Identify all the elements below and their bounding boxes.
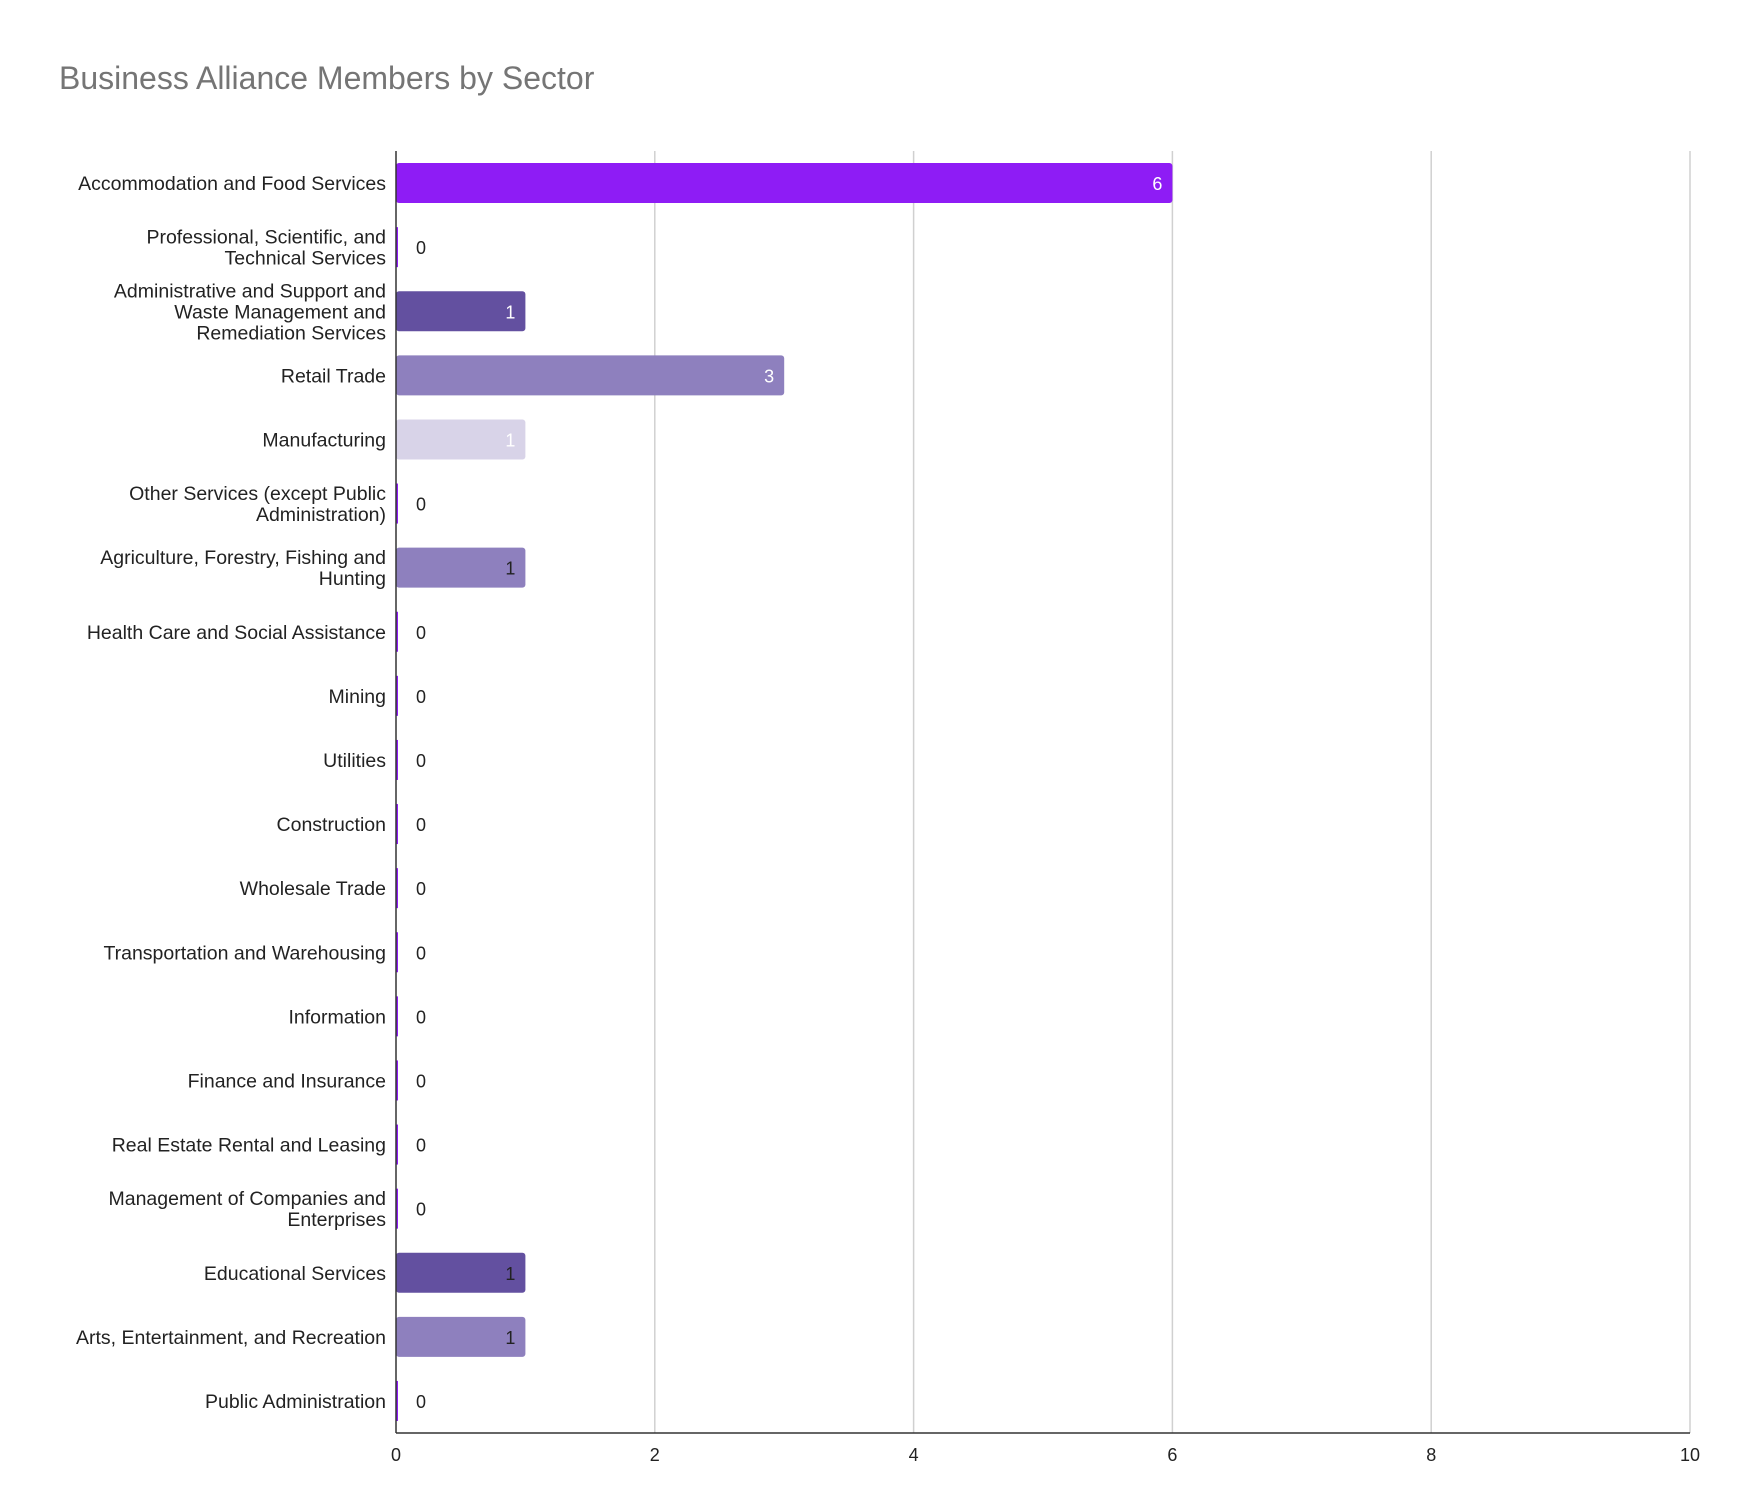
data-label: 6 (1152, 174, 1162, 194)
chart-title: Business Alliance Members by Sector (59, 60, 595, 96)
category-label: Public Administration (205, 1391, 386, 1413)
category-label: Utilities (323, 750, 386, 772)
category-label: Management of Companies and (108, 1188, 386, 1210)
category-label: Enterprises (287, 1209, 386, 1231)
data-label: 0 (416, 1392, 426, 1412)
category-label: Health Care and Social Assistance (87, 622, 386, 644)
data-label: 3 (764, 366, 774, 386)
category-label: Mining (329, 686, 386, 708)
category-label: Retail Trade (281, 365, 386, 387)
data-label: 0 (416, 879, 426, 899)
bar (396, 163, 1173, 204)
category-label: Wholesale Trade (240, 878, 386, 900)
data-label: 0 (416, 1071, 426, 1091)
bar (396, 1124, 398, 1165)
data-label: 1 (505, 302, 515, 322)
x-tick-label: 8 (1426, 1445, 1436, 1465)
bar (396, 611, 398, 652)
category-label: Real Estate Rental and Leasing (112, 1135, 386, 1157)
bar (396, 739, 398, 780)
category-label: Manufacturing (262, 429, 386, 451)
x-tick-label: 10 (1680, 1445, 1700, 1465)
data-label: 0 (416, 687, 426, 707)
bar (396, 1060, 398, 1101)
bar (396, 419, 526, 460)
category-label: Technical Services (225, 248, 387, 270)
bar (396, 483, 398, 524)
category-label: Finance and Insurance (188, 1070, 386, 1092)
category-label: Agriculture, Forestry, Fishing and (100, 547, 386, 569)
data-label: 0 (416, 495, 426, 515)
bar (396, 1316, 526, 1357)
data-label: 0 (416, 1136, 426, 1156)
category-label: Accommodation and Food Services (78, 173, 386, 195)
bar (396, 1380, 398, 1421)
data-label: 1 (505, 1328, 515, 1348)
data-label: 0 (416, 623, 426, 643)
x-tick-label: 0 (391, 1445, 401, 1465)
category-label: Administration) (256, 504, 386, 526)
category-label: Transportation and Warehousing (103, 942, 386, 964)
x-tick-label: 4 (909, 1445, 919, 1465)
x-tick-label: 2 (650, 1445, 660, 1465)
bar (396, 1188, 398, 1229)
category-label: Other Services (except Public (129, 483, 386, 505)
data-label: 0 (416, 1200, 426, 1220)
category-label: Remediation Services (196, 322, 386, 344)
data-label: 0 (416, 815, 426, 835)
category-label: Information (288, 1006, 386, 1028)
bar (396, 355, 785, 396)
category-label: Educational Services (204, 1263, 386, 1285)
bar (396, 868, 398, 909)
category-label: Administrative and Support and (114, 280, 386, 302)
category-label: Waste Management and (174, 301, 386, 323)
data-label: 0 (416, 943, 426, 963)
data-label: 0 (416, 238, 426, 258)
category-label: Construction (277, 814, 386, 836)
bar (396, 996, 398, 1037)
bar (396, 1252, 526, 1293)
category-label: Professional, Scientific, and (146, 227, 386, 249)
bar (396, 804, 398, 845)
category-label: Hunting (319, 568, 386, 590)
bar (396, 932, 398, 973)
category-label: Arts, Entertainment, and Recreation (76, 1327, 386, 1349)
data-label: 1 (505, 559, 515, 579)
bar (396, 227, 398, 268)
bar (396, 547, 526, 588)
bar (396, 675, 398, 716)
data-label: 0 (416, 751, 426, 771)
data-label: 0 (416, 1007, 426, 1027)
data-label: 1 (505, 430, 515, 450)
bar (396, 291, 526, 332)
data-label: 1 (505, 1264, 515, 1284)
x-tick-label: 6 (1167, 1445, 1177, 1465)
